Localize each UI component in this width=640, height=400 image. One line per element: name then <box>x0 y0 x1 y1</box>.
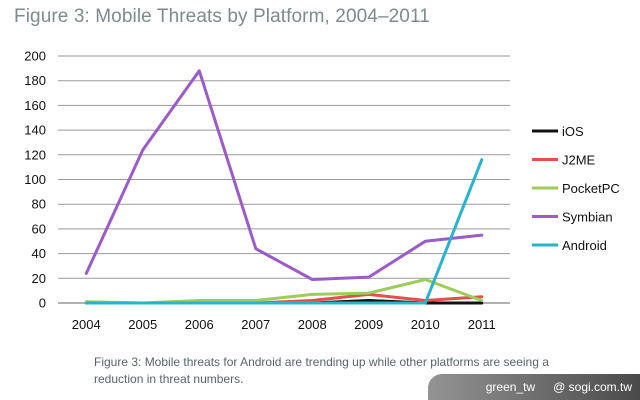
x-axis-ticks: 2004 2005 2006 2007 2008 2009 2010 2011 <box>72 317 496 332</box>
figure-title: Figure 3: Mobile Threats by Platform, 20… <box>14 6 430 27</box>
series-lines <box>84 69 484 305</box>
y-tick-label: 180 <box>24 73 46 88</box>
x-tick-label: 2010 <box>411 317 440 332</box>
x-tick-label: 2009 <box>354 317 383 332</box>
x-tick-label: 2008 <box>298 317 327 332</box>
legend-label: Symbian <box>562 210 613 225</box>
legend-label: iOS <box>562 124 584 139</box>
legend-item-android: Android <box>532 238 607 253</box>
watermark-site: @ sogi.com.tw <box>553 380 632 394</box>
x-tick-label: 2011 <box>468 317 496 332</box>
series-line-symbian <box>84 69 484 281</box>
legend-label: J2ME <box>562 153 596 168</box>
watermark-bar: green_tw @ sogi.com.tw <box>428 374 640 400</box>
y-tick-label: 200 <box>24 49 46 64</box>
x-tick-label: 2004 <box>72 317 101 332</box>
y-tick-label: 140 <box>24 123 46 138</box>
y-tick-label: 100 <box>24 172 46 187</box>
chart-legend: iOS J2ME PocketPC Symbian Android <box>532 124 620 253</box>
series-line-android <box>84 158 484 305</box>
y-tick-label: 20 <box>32 271 46 286</box>
x-tick-label: 2006 <box>185 317 214 332</box>
legend-label: Android <box>562 238 607 253</box>
legend-item-pocketpc: PocketPC <box>532 181 620 196</box>
y-tick-label: 120 <box>24 147 46 162</box>
chart-gridlines <box>58 55 510 304</box>
line-chart: 0 20 40 60 80 100 120 140 160 180 200 2004 2005 2006… <box>24 49 620 333</box>
y-tick-label: 160 <box>24 98 46 113</box>
y-tick-label: 80 <box>32 197 46 212</box>
figure-caption: Figure 3: Mobile threats for Android are… <box>94 355 549 386</box>
legend-item-ios: iOS <box>532 124 584 139</box>
watermark-author: green_tw <box>485 380 536 394</box>
legend-item-symbian: Symbian <box>532 210 613 225</box>
x-tick-label: 2005 <box>128 317 157 332</box>
legend-item-j2me: J2ME <box>532 153 596 168</box>
y-axis-ticks: 0 20 40 60 80 100 120 140 160 180 200 <box>24 49 46 311</box>
y-tick-label: 0 <box>39 296 46 311</box>
y-tick-label: 60 <box>32 221 46 236</box>
legend-label: PocketPC <box>562 181 620 196</box>
x-tick-label: 2007 <box>241 317 270 332</box>
y-tick-label: 40 <box>32 246 46 261</box>
